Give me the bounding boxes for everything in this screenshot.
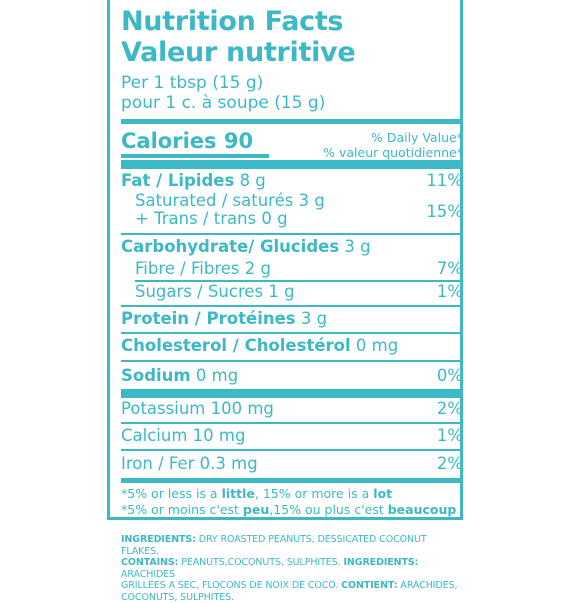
saturated-trans-percent: 15% <box>426 202 463 222</box>
protein-row: Protein / Protéines 3 g <box>121 309 463 329</box>
calcium-percent: 1% <box>437 426 463 446</box>
footnote-fr: *5% or moins c'est peu,15% ou plus c'est… <box>121 502 463 518</box>
serving-divider <box>121 119 463 124</box>
cholesterol-row: Cholesterol / Cholestérol 0 mg <box>121 336 463 356</box>
saturated-label: Saturated / saturés <box>135 191 293 210</box>
protein-label: Protein / Protéines <box>121 309 296 328</box>
protein-amount: 3 g <box>301 309 327 328</box>
footnote-en-lot: lot <box>373 486 392 501</box>
ingredients-line-4: COCONUTS, SULPHITES. <box>121 592 461 603</box>
sugars-percent: 1% <box>437 282 463 302</box>
ingredients-line-1: INGREDIENTS: DRY ROASTED PEANUTS, DESSIC… <box>121 534 461 557</box>
sugars-label: Sugars / Sucres <box>135 282 263 301</box>
iron-label: Iron / Fer <box>121 454 194 473</box>
ingredients-heading-en: INGREDIENTS: <box>121 534 196 545</box>
fat-amount: 8 g <box>240 171 266 190</box>
fibre-amount: 2 g <box>245 259 271 278</box>
footnote-fr-mid: ,15% ou plus c'est <box>269 502 387 517</box>
footnote-fr-peu: peu <box>243 502 269 517</box>
footnote-en: *5% or less is a little, 15% or more is … <box>121 486 463 502</box>
daily-value-en: % Daily Value* <box>371 130 463 145</box>
fibre-label: Fibre / Fibres <box>135 259 240 278</box>
saturated-amount: 3 g <box>299 191 325 210</box>
trans-row: + Trans / trans 0 g 15% <box>121 209 463 229</box>
calories-label: Calories <box>121 129 217 153</box>
calcium-row: Calcium 10 mg 1% <box>121 426 463 446</box>
sodium-row: Sodium 0 mg 0% <box>121 366 463 386</box>
sugars-amount: 1 g <box>268 282 294 301</box>
contains-heading-en: CONTAINS: <box>121 557 178 568</box>
sodium-label: Sodium <box>121 366 191 385</box>
divider-cholesterol <box>121 360 463 362</box>
contains-heading-fr: CONTIENT: <box>341 580 397 591</box>
iron-percent: 2% <box>437 454 463 474</box>
calcium-label: Calcium <box>121 426 187 445</box>
fat-label: Fat / Lipides <box>121 171 234 190</box>
carb-row: Carbohydrate/ Glucides 3 g <box>121 237 463 257</box>
title-en: Nutrition Facts <box>121 8 343 36</box>
divider-fat <box>121 233 463 235</box>
title-fr: Valeur nutritive <box>121 39 355 67</box>
divider-sodium <box>121 389 463 398</box>
divider-potassium <box>121 422 463 424</box>
calories-line: Calories 90 <box>121 129 253 153</box>
footnote-en-mid: , 15% or more is a <box>255 486 373 501</box>
trans-amount: 0 g <box>261 209 287 228</box>
footnote-fr-text: *5% or moins c'est <box>121 502 243 517</box>
footnote-en-text: *5% or less is a <box>121 486 222 501</box>
potassium-label: Potassium <box>121 399 205 418</box>
calories-value: 90 <box>224 129 253 153</box>
carb-label: Carbohydrate/ Glucides <box>121 237 339 256</box>
footnote-en-little: little <box>222 486 255 501</box>
ingredients-line-3: GRILLEES A SEC, FLOCONS DE NOIX DE COCO.… <box>121 580 461 592</box>
ingredients-text-fr-start: ARACHIDES <box>121 569 175 580</box>
fibre-row: Fibre / Fibres 2 g 7% <box>121 259 463 279</box>
calcium-amount: 10 mg <box>193 426 246 445</box>
fibre-percent: 7% <box>437 259 463 279</box>
potassium-amount: 100 mg <box>211 399 274 418</box>
ingredients-line-2: CONTAINS: PEANUTS,COCONUTS, SULPHITES. I… <box>121 557 461 580</box>
divider-carb <box>121 305 463 307</box>
calories-divider <box>121 160 463 169</box>
calories-underline <box>121 154 269 158</box>
iron-amount: 0.3 mg <box>200 454 258 473</box>
fat-row: Fat / Lipides 8 g 11% <box>121 171 463 191</box>
iron-row: Iron / Fer 0.3 mg 2% <box>121 454 463 474</box>
serving-size-fr: pour 1 c. à soupe (15 g) <box>121 93 325 113</box>
sodium-amount: 0 mg <box>196 366 238 385</box>
potassium-row: Potassium 100 mg 2% <box>121 399 463 419</box>
cholesterol-amount: 0 mg <box>356 336 398 355</box>
contains-text-fr: COCONUTS, SULPHITES. <box>121 592 234 603</box>
serving-size-en: Per 1 tbsp (15 g) <box>121 73 263 93</box>
fat-percent: 11% <box>426 171 463 191</box>
daily-value-fr: % valeur quotidienne* <box>323 145 463 160</box>
footnote-fr-beaucoup: beaucoup <box>388 502 457 517</box>
divider-iron <box>121 478 463 483</box>
saturated-row: Saturated / saturés 3 g <box>121 191 463 211</box>
trans-label: + Trans / trans <box>135 209 256 228</box>
nutrition-facts-panel: Nutrition Facts Valeur nutritive Per 1 t… <box>107 0 475 588</box>
divider-calcium <box>121 449 463 451</box>
contains-text-fr-start: ARACHIDES, <box>398 580 458 591</box>
divider-protein <box>121 332 463 334</box>
ingredients-text-fr: GRILLEES A SEC, FLOCONS DE NOIX DE COCO. <box>121 580 341 591</box>
ingredients-heading-fr: INGREDIENTS: <box>343 557 418 568</box>
sugars-row: Sugars / Sucres 1 g 1% <box>121 282 463 302</box>
carb-amount: 3 g <box>344 237 370 256</box>
cholesterol-label: Cholesterol / Cholestérol <box>121 336 351 355</box>
contains-text-en: PEANUTS,COCONUTS, SULPHITES. <box>178 557 343 568</box>
sodium-percent: 0% <box>437 366 463 386</box>
ingredients-block: INGREDIENTS: DRY ROASTED PEANUTS, DESSIC… <box>121 534 461 603</box>
potassium-percent: 2% <box>437 399 463 419</box>
